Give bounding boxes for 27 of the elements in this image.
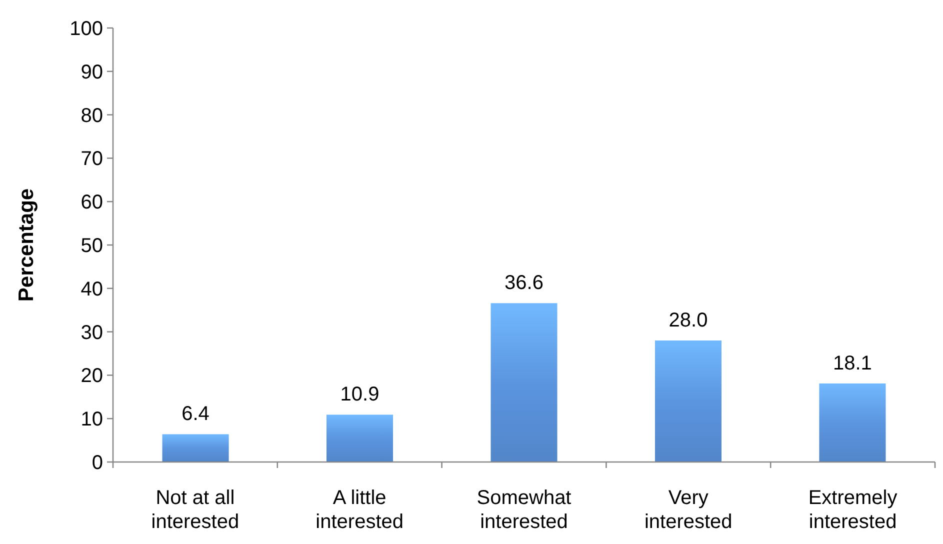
data-label: 36.6: [504, 272, 544, 294]
y-tick-label: 60: [80, 192, 103, 214]
bar: [490, 303, 558, 462]
y-tick-label: 10: [80, 408, 103, 431]
data-label: 10.9: [340, 384, 380, 406]
y-tick-label: 30: [80, 322, 103, 344]
bar: [654, 340, 722, 462]
y-tick-label: 80: [80, 104, 103, 127]
bar: [162, 434, 229, 462]
y-tick-label: 20: [80, 365, 103, 388]
x-tick-label: Somewhat interested: [476, 487, 572, 533]
y-tick-label: 100: [70, 18, 103, 40]
data-label: 6.4: [182, 403, 210, 426]
x-tick-label: Extremely interested: [808, 487, 898, 533]
y-tick-label: 70: [80, 148, 103, 170]
y-tick-label: 90: [80, 61, 103, 84]
y-tick-label: 50: [80, 235, 103, 257]
bar: [819, 383, 886, 462]
y-tick-label: 40: [80, 278, 103, 300]
x-tick-label: Not at all interested: [151, 487, 240, 533]
x-tick-label: Very interested: [644, 487, 732, 533]
data-label: 18.1: [833, 352, 872, 374]
bar: [326, 414, 394, 462]
data-label: 28.0: [668, 309, 708, 332]
y-axis-title: Percentage: [15, 188, 38, 302]
x-tick-label: A little interested: [316, 487, 404, 533]
y-tick-label: 0: [92, 452, 103, 474]
